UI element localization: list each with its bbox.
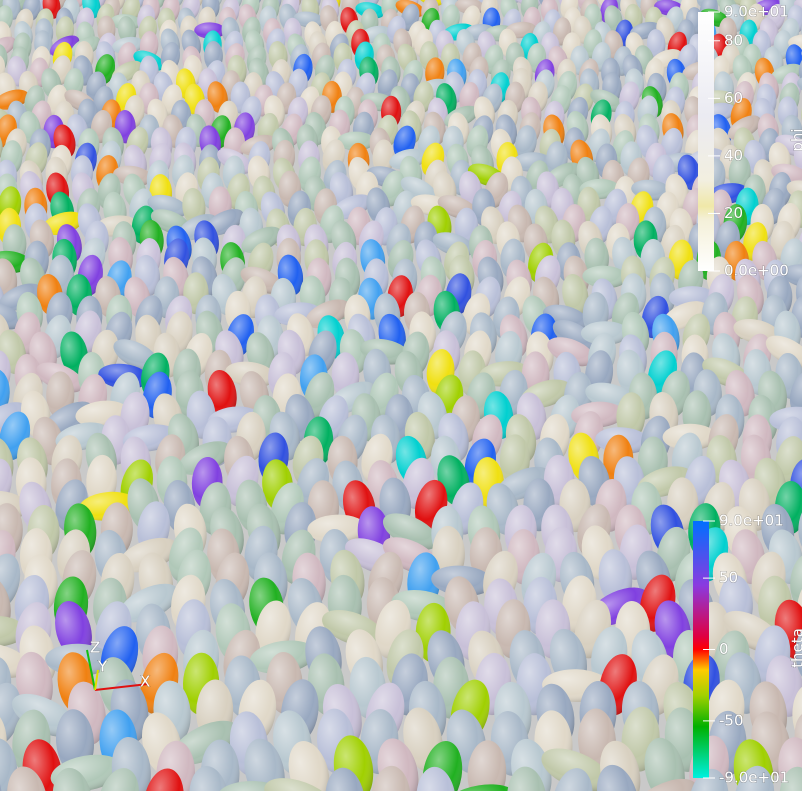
ellipsoid-shade [782,264,802,288]
ellipsoid-shade [728,155,751,191]
ellipsoid-shade [372,139,395,175]
tick-label: 9.0e+01 [719,512,784,530]
ellipsoid-shade [793,139,802,175]
ellipsoid-shade [515,125,537,160]
tick-label: 80 [724,31,743,49]
tick-label: -50 [719,711,744,729]
tick-label: 9.0e+01 [724,3,789,21]
ellipsoid-shade [582,265,628,289]
colorbar-title: theta [789,628,802,668]
ellipsoid-shade [241,226,282,254]
tick-label: -9.0e+01 [719,769,789,787]
ellipsoid-shade [305,299,350,329]
ellipsoid-shade [337,131,375,151]
colorbar-title: phi [789,128,802,151]
colorbar [698,12,714,271]
tick-label: 0 [719,640,729,658]
ellipsoid-shade [562,273,589,316]
z-label: Z [90,639,100,657]
tick-label: 50 [719,569,738,587]
tick-label: 0.0e+00 [724,262,789,280]
ellipsoid-shade [646,29,666,59]
tick-label: 20 [724,204,743,222]
y-label: Y [97,658,108,676]
tick-label: 60 [724,89,743,107]
tick-label: 40 [724,146,743,164]
ellipsoid-shade [0,301,23,330]
ellipsoid-shade [0,258,18,300]
x-label: X [140,673,150,691]
